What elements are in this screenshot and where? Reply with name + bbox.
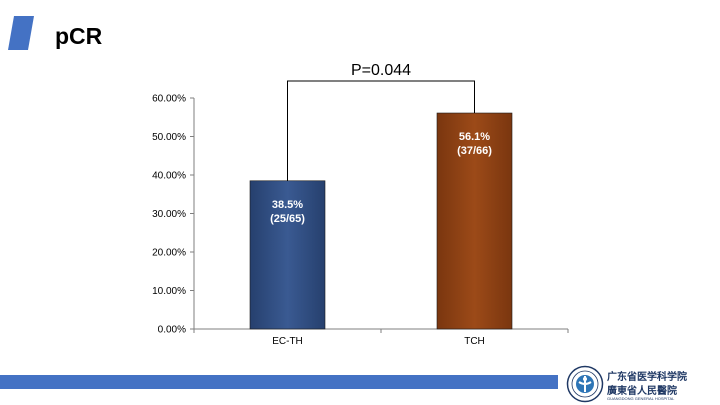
y-tick-label: 40.00% [152, 171, 186, 182]
x-category-label: EC-TH [272, 336, 303, 347]
bar-data-label-percent: 56.1% [459, 131, 490, 143]
y-tick-label: 20.00% [152, 248, 186, 259]
bar-data-label-count: (25/65) [270, 213, 305, 225]
bar-data-label-count: (37/66) [457, 145, 492, 157]
significance-bracket [287, 80, 475, 181]
bar-ec-th [249, 180, 326, 330]
y-tick-label: 10.00% [152, 286, 186, 297]
bar-tch [436, 112, 513, 330]
hospital-logo-icon [566, 365, 604, 403]
y-tick-label: 30.00% [152, 209, 186, 220]
logo-text-line3: GUANGDONG GENERAL HOSPITAL [607, 396, 675, 401]
p-value-annotation: P=0.044 [351, 62, 411, 79]
footer-band [0, 375, 720, 389]
logo-text-line1: 广东省医学科学院 [607, 372, 687, 383]
y-tick-label: 0.00% [158, 325, 186, 336]
logo-text-line2: 廣東省人民醫院 [607, 386, 677, 397]
y-tick-label: 50.00% [152, 132, 186, 143]
x-category-label: TCH [464, 336, 485, 347]
slide-title: pCR [55, 23, 103, 49]
y-tick-label: 60.00% [152, 94, 186, 105]
title-accent-icon [8, 16, 34, 50]
bar-data-label-percent: 38.5% [272, 199, 303, 211]
